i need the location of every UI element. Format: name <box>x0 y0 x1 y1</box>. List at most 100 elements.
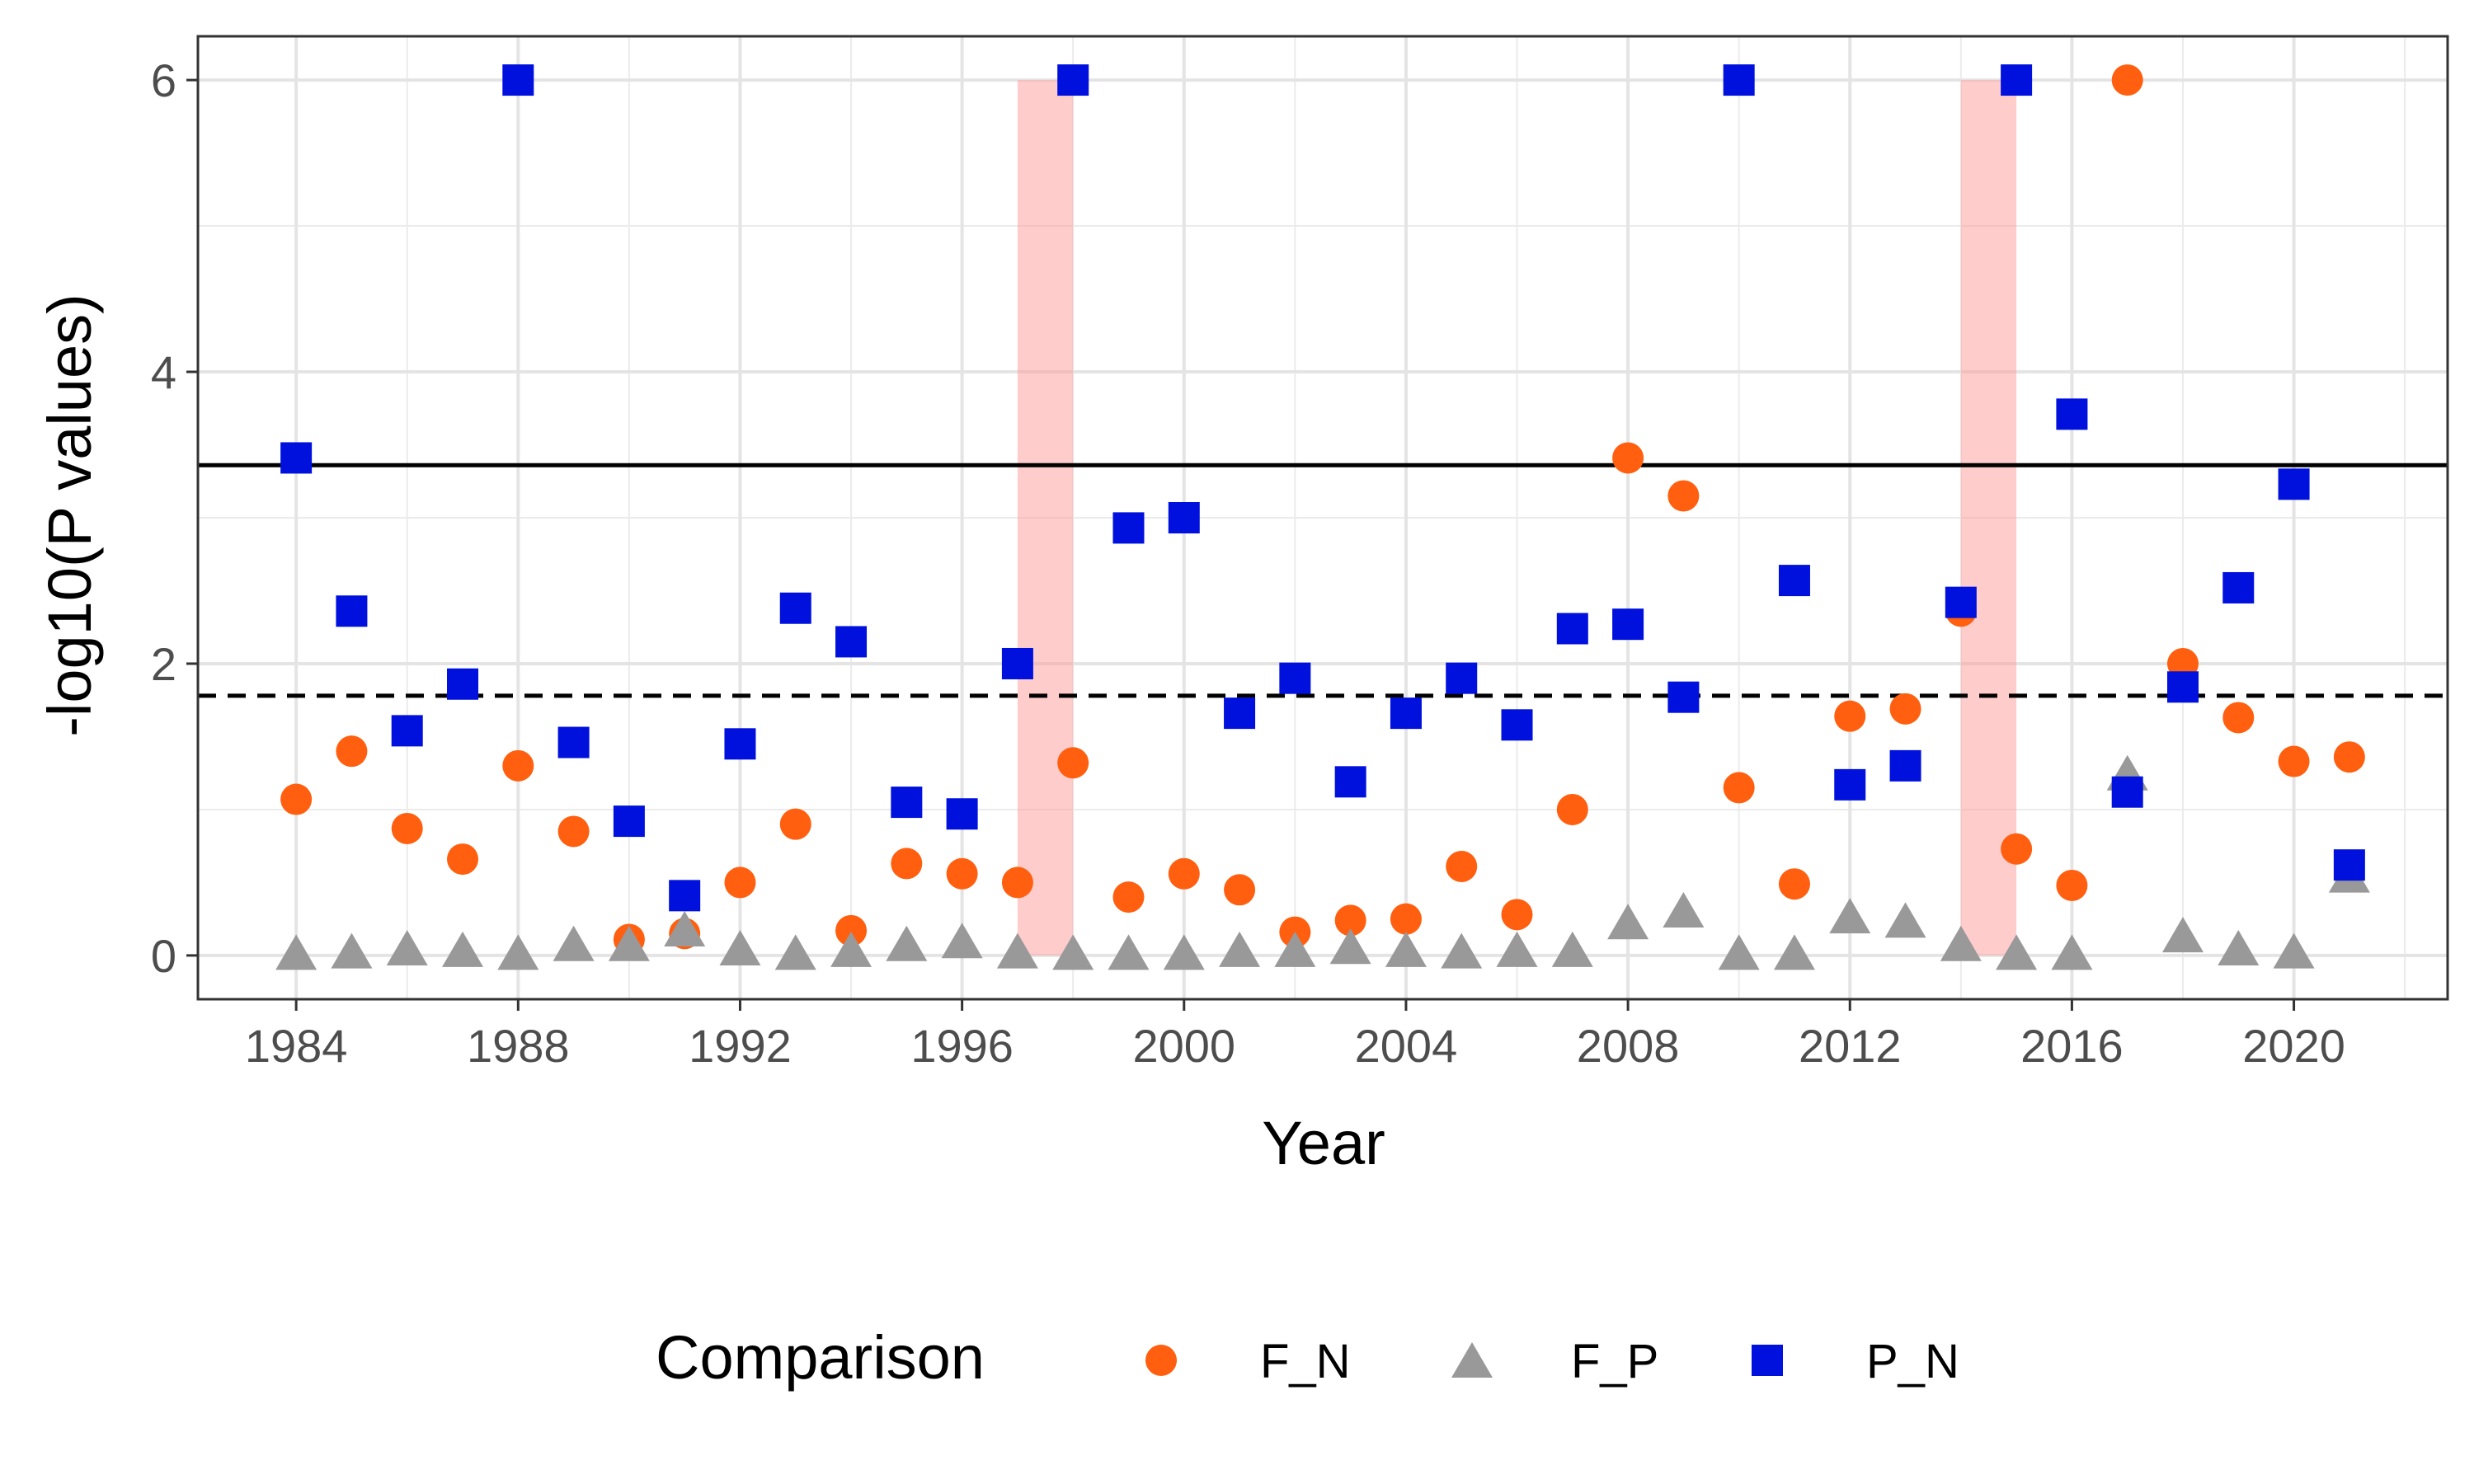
point-F_N-1984 <box>280 783 313 815</box>
point-P_N-1992 <box>724 728 756 760</box>
point-P_N-2007 <box>1556 613 1588 645</box>
point-F_P-1987 <box>442 931 484 967</box>
point-F_N-1989 <box>557 815 590 848</box>
y-tick-label: 4 <box>151 346 176 398</box>
point-F_P-2000 <box>1163 934 1205 970</box>
point-P_N-1988 <box>502 64 534 96</box>
point-F_N-2001 <box>1224 874 1256 906</box>
point-P_N-2008 <box>1612 608 1644 641</box>
point-F_P-1997 <box>996 932 1038 969</box>
point-F_N-2020 <box>2278 745 2310 777</box>
point-F_P-1995 <box>886 925 928 961</box>
legend-item-F_P: F_P <box>1451 1335 1658 1388</box>
point-F_P-1986 <box>386 930 428 966</box>
legend-item-P_N: P_N <box>1752 1335 1959 1388</box>
y-axis-title: -log10(P values) <box>35 294 104 736</box>
point-F_N-2010 <box>1723 772 1755 804</box>
point-F_N-2021 <box>2333 741 2365 773</box>
point-F_N-2006 <box>1501 899 1533 931</box>
point-F_P-1989 <box>553 925 595 961</box>
x-axis-title: Year <box>1262 1109 1385 1177</box>
point-P_N-2016 <box>2056 398 2088 430</box>
point-P_N-2006 <box>1501 709 1533 741</box>
point-F_P-1999 <box>1108 934 1150 970</box>
legend-title: Comparison <box>656 1323 985 1392</box>
point-F_N-1995 <box>891 848 923 880</box>
point-P_N-2019 <box>2222 571 2255 603</box>
point-F_P-1998 <box>1052 934 1094 970</box>
point-P_N-2005 <box>1446 662 1478 694</box>
point-P_N-2002 <box>1279 662 1311 694</box>
point-P_N-2020 <box>2278 468 2310 500</box>
legend-label-P_N: P_N <box>1866 1335 1959 1388</box>
point-P_N-2009 <box>1667 681 1700 713</box>
point-F_N-2015 <box>2001 833 2033 865</box>
x-tick-label: 2020 <box>2242 1020 2345 1072</box>
point-P_N-2010 <box>1723 64 1755 96</box>
point-P_N-1996 <box>946 798 978 830</box>
point-P_N-2015 <box>2001 64 2033 96</box>
point-F_P-1996 <box>941 923 983 959</box>
point-F_N-1998 <box>1057 747 1089 779</box>
point-F_P-2015 <box>1996 934 2038 970</box>
point-P_N-2001 <box>1224 697 1256 730</box>
point-F_N-2004 <box>1390 903 1422 935</box>
point-F_N-1996 <box>946 857 978 890</box>
point-F_P-2004 <box>1385 931 1427 967</box>
point-F_P-2020 <box>2273 932 2315 969</box>
y-axis: 0 2 4 6 <box>151 54 198 982</box>
y-tick-label: 6 <box>151 54 176 106</box>
point-F_P-2003 <box>1329 928 1371 965</box>
point-F_P-1992 <box>719 930 761 966</box>
x-tick-label: 1992 <box>689 1020 792 1072</box>
point-F_P-2001 <box>1219 931 1261 967</box>
point-F_P-2013 <box>1884 902 1926 938</box>
x-tick-label: 1988 <box>467 1020 570 1072</box>
x-tick-label: 1996 <box>910 1020 1014 1072</box>
legend: Comparison F_N F_P P_N <box>656 1323 1959 1392</box>
point-F_P-2006 <box>1496 931 1538 967</box>
x-tick-label: 2000 <box>1132 1020 1235 1072</box>
legend-key-P_N <box>1752 1345 1783 1376</box>
point-F_N-2007 <box>1556 793 1588 825</box>
point-P_N-1985 <box>336 595 368 627</box>
point-F_P-2007 <box>1551 931 1593 967</box>
point-P_N-2003 <box>1334 766 1366 798</box>
point-F_N-1988 <box>502 749 534 782</box>
point-F_N-2008 <box>1612 442 1644 474</box>
point-P_N-1989 <box>557 726 590 758</box>
point-P_N-2000 <box>1168 502 1200 533</box>
legend-key-F_P <box>1451 1342 1493 1378</box>
x-tick-label: 2016 <box>2020 1020 2124 1072</box>
point-F_P-2009 <box>1663 892 1705 928</box>
point-F_N-1993 <box>779 808 811 840</box>
reference-lines <box>198 463 2448 698</box>
point-F_N-1994 <box>835 914 868 946</box>
point-P_N-1993 <box>779 592 811 624</box>
point-F_N-2011 <box>1778 868 1810 900</box>
point-F_P-1984 <box>275 934 317 970</box>
point-F_P-2011 <box>1773 934 1815 970</box>
series-P_N <box>280 64 2365 912</box>
point-P_N-1987 <box>447 668 479 700</box>
point-F_P-2010 <box>1718 934 1760 970</box>
point-F_N-1985 <box>336 735 368 768</box>
point-F_N-2009 <box>1667 480 1700 512</box>
legend-label-F_N: F_N <box>1260 1335 1351 1388</box>
point-P_N-2013 <box>1889 749 1921 782</box>
point-P_N-2004 <box>1390 697 1422 730</box>
point-F_N-2016 <box>2056 869 2088 901</box>
point-P_N-1986 <box>391 715 423 747</box>
point-F_N-1987 <box>447 843 479 876</box>
point-F_P-1990 <box>608 925 650 961</box>
point-F_N-1999 <box>1112 881 1145 913</box>
point-F_N-2012 <box>1834 700 1866 732</box>
point-P_N-2021 <box>2333 849 2365 881</box>
point-F_N-2000 <box>1168 857 1200 890</box>
point-F_P-2012 <box>1829 898 1871 934</box>
legend-key-F_N <box>1145 1345 1177 1376</box>
point-F_P-2014 <box>1940 925 1982 961</box>
point-F_P-1991 <box>664 911 706 947</box>
